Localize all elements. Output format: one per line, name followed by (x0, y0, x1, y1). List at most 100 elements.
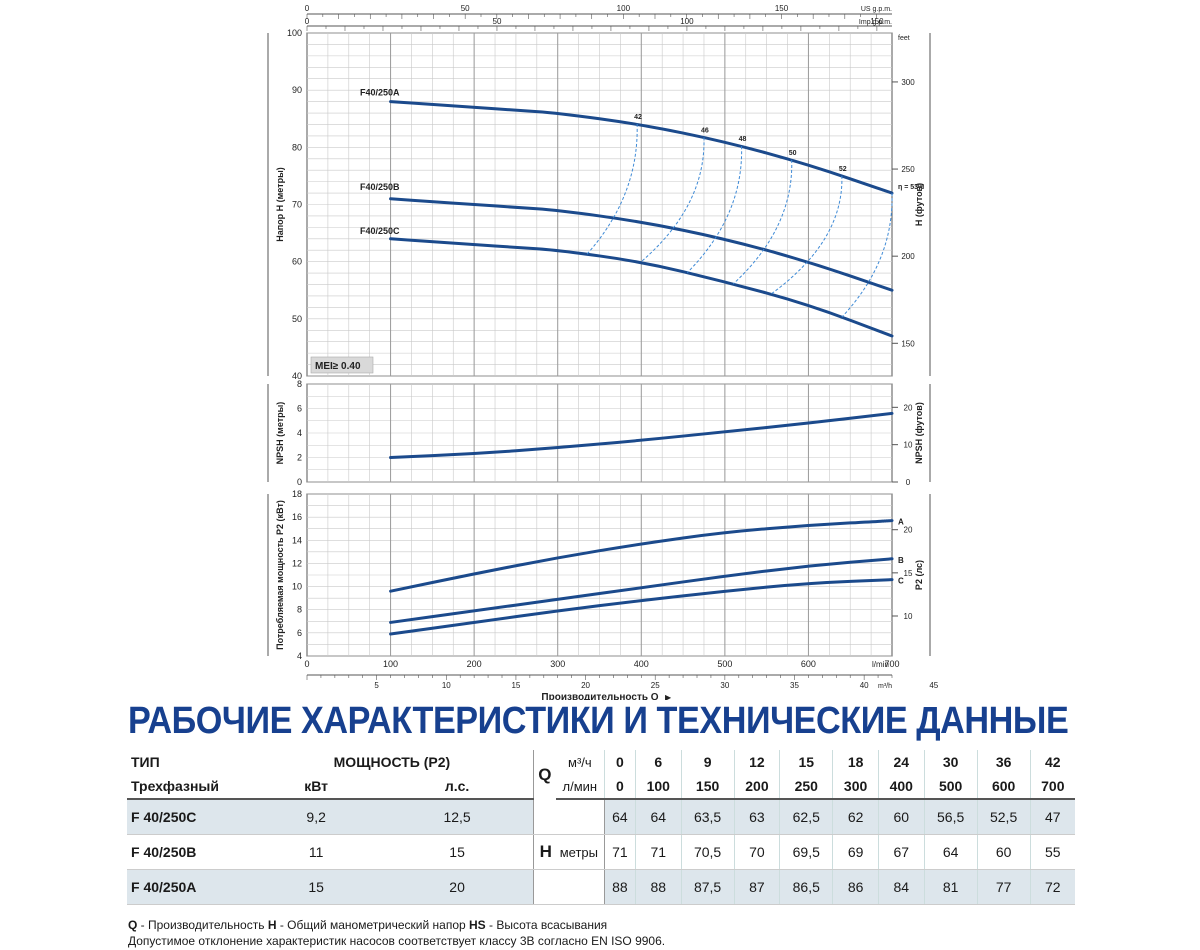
row-h-1: 64 (634, 799, 682, 835)
y-tick-label: 2 (297, 453, 302, 463)
y-tick-label: 40 (292, 371, 302, 381)
table-row: F 40/250B 11 15 H метры 71 71 70,5 70 69… (127, 834, 1075, 870)
y-tick-label: 50 (292, 314, 302, 324)
y-tick-label: 80 (292, 142, 302, 152)
series-label: F40/250A (360, 88, 400, 98)
table-row: F 40/250C 9,2 12,5 64 64 63,5 63 62,5 62… (127, 799, 1075, 835)
y-tick-label: 18 (292, 489, 302, 499)
efficiency-line (841, 193, 893, 318)
q-m3h-5: 18 (832, 750, 879, 774)
y-right-tick-label: 10 (904, 441, 913, 450)
q-lmin-4: 250 (779, 774, 833, 800)
col-kw-header: кВт (251, 774, 382, 800)
row-h-5: 69 (832, 834, 879, 870)
series-line (389, 197, 894, 292)
imp-gpm-label: 50 (493, 17, 502, 26)
row-h-1: 71 (634, 834, 682, 870)
h-empty (532, 799, 605, 835)
y-right-tick-label: 300 (901, 78, 915, 87)
table-row: F 40/250A 15 20 88 88 87,5 87 86,5 86 84… (127, 869, 1075, 905)
x-tick-label: 400 (634, 659, 649, 669)
footnote-h-text: - Общий манометрический напор (276, 918, 470, 932)
y-right-tick-label: 200 (901, 252, 915, 261)
row-h-9: 47 (1029, 799, 1075, 835)
series-label: B (898, 556, 904, 565)
q-m3h-4: 15 (779, 750, 833, 774)
footnote-h-key: H (267, 918, 277, 932)
x-axis-arrow: ▶ (665, 693, 672, 700)
row-h-7: 64 (923, 834, 978, 870)
row-hp: 15 (381, 834, 534, 870)
x-tick-label: 100 (383, 659, 398, 669)
row-model: F 40/250C (127, 799, 251, 835)
row-h-4: 69,5 (779, 834, 833, 870)
y-tick-label: 8 (297, 379, 302, 389)
efficiency-label: 52 (839, 166, 847, 173)
row-h-8: 60 (976, 834, 1031, 870)
q-m3h-8: 36 (976, 750, 1031, 774)
x-tick-label: 200 (467, 659, 482, 669)
q-lmin-9: 700 (1029, 774, 1075, 800)
imp-gpm-label: 0 (305, 17, 310, 26)
row-h-0: 64 (603, 799, 636, 835)
m3h-label: 25 (651, 681, 660, 690)
row-h-0: 71 (603, 834, 636, 870)
footnote-line2: Допустимое отклонение характеристик насо… (128, 934, 666, 948)
us-gpm-unit: US g.p.m. (861, 6, 892, 13)
footnote-line1: Q - Производительность H - Общий маномет… (128, 917, 665, 933)
row-h-6: 84 (877, 869, 925, 905)
row-h-6: 67 (877, 834, 925, 870)
row-h-2: 87,5 (680, 869, 735, 905)
y-tick-label: 6 (297, 628, 302, 638)
mei-badge-text: MEI≥ 0.40 (315, 361, 361, 372)
y-right-tick-label: 15 (904, 569, 913, 578)
row-h-5: 86 (832, 869, 879, 905)
row-h-4: 62,5 (779, 799, 833, 835)
y-tick-label: 12 (292, 558, 302, 568)
row-hp: 12,5 (381, 799, 534, 835)
m3h-label: 5 (374, 681, 379, 690)
row-h-3: 70 (733, 834, 780, 870)
y-right-tick-label: 150 (901, 339, 915, 348)
row-model: F 40/250B (127, 834, 251, 870)
q-m3h-9: 42 (1029, 750, 1075, 774)
q-lmin-0: 0 (603, 774, 636, 800)
y-right-axis-label: P2 (лс) (914, 560, 924, 590)
feet-unit: feet (898, 35, 910, 42)
h-empty (532, 869, 605, 905)
series-line (389, 411, 894, 459)
y-right-tick-label: 20 (904, 526, 913, 535)
q-m3h-1: 6 (634, 750, 682, 774)
us-gpm-label: 150 (775, 4, 789, 13)
x-tick-label: 600 (801, 659, 816, 669)
x-axis-label: Производительность Q (541, 692, 658, 700)
row-h-0: 88 (603, 869, 636, 905)
efficiency-label: 42 (634, 114, 642, 121)
y-tick-label: 8 (297, 605, 302, 615)
row-h-9: 72 (1029, 869, 1075, 905)
efficiency-label: 50 (789, 150, 797, 157)
q-lmin-2: 150 (680, 774, 735, 800)
y-right-tick-label: 250 (901, 165, 915, 174)
efficiency-label: 46 (701, 127, 709, 134)
row-h-5: 62 (832, 799, 879, 835)
y-tick-label: 6 (297, 404, 302, 414)
y-tick-label: 100 (287, 28, 302, 38)
q-m3h-3: 12 (733, 750, 780, 774)
q-unit-m3h: м³/ч (568, 754, 592, 770)
row-h-7: 81 (923, 869, 978, 905)
m3h-unit: m³/h (878, 683, 892, 690)
row-h-3: 87 (733, 869, 780, 905)
row-kw: 9,2 (251, 799, 382, 835)
us-gpm-label: 0 (305, 4, 310, 13)
y-right-axis-label: H (футов) (914, 183, 924, 226)
m3h-label: 45 (929, 681, 938, 690)
q-lmin-5: 300 (832, 774, 879, 800)
row-hp: 20 (381, 869, 534, 905)
series-label: F40/250C (360, 226, 400, 236)
row-kw: 11 (251, 834, 382, 870)
q-m3h-0: 0 (603, 750, 636, 774)
y-tick-label: 4 (297, 428, 302, 438)
section-title: РАБОЧИЕ ХАРАКТЕРИСТИКИ И ТЕХНИЧЕСКИЕ ДАН… (128, 700, 1069, 742)
y-right-axis-label: NPSH (футов) (914, 402, 924, 464)
